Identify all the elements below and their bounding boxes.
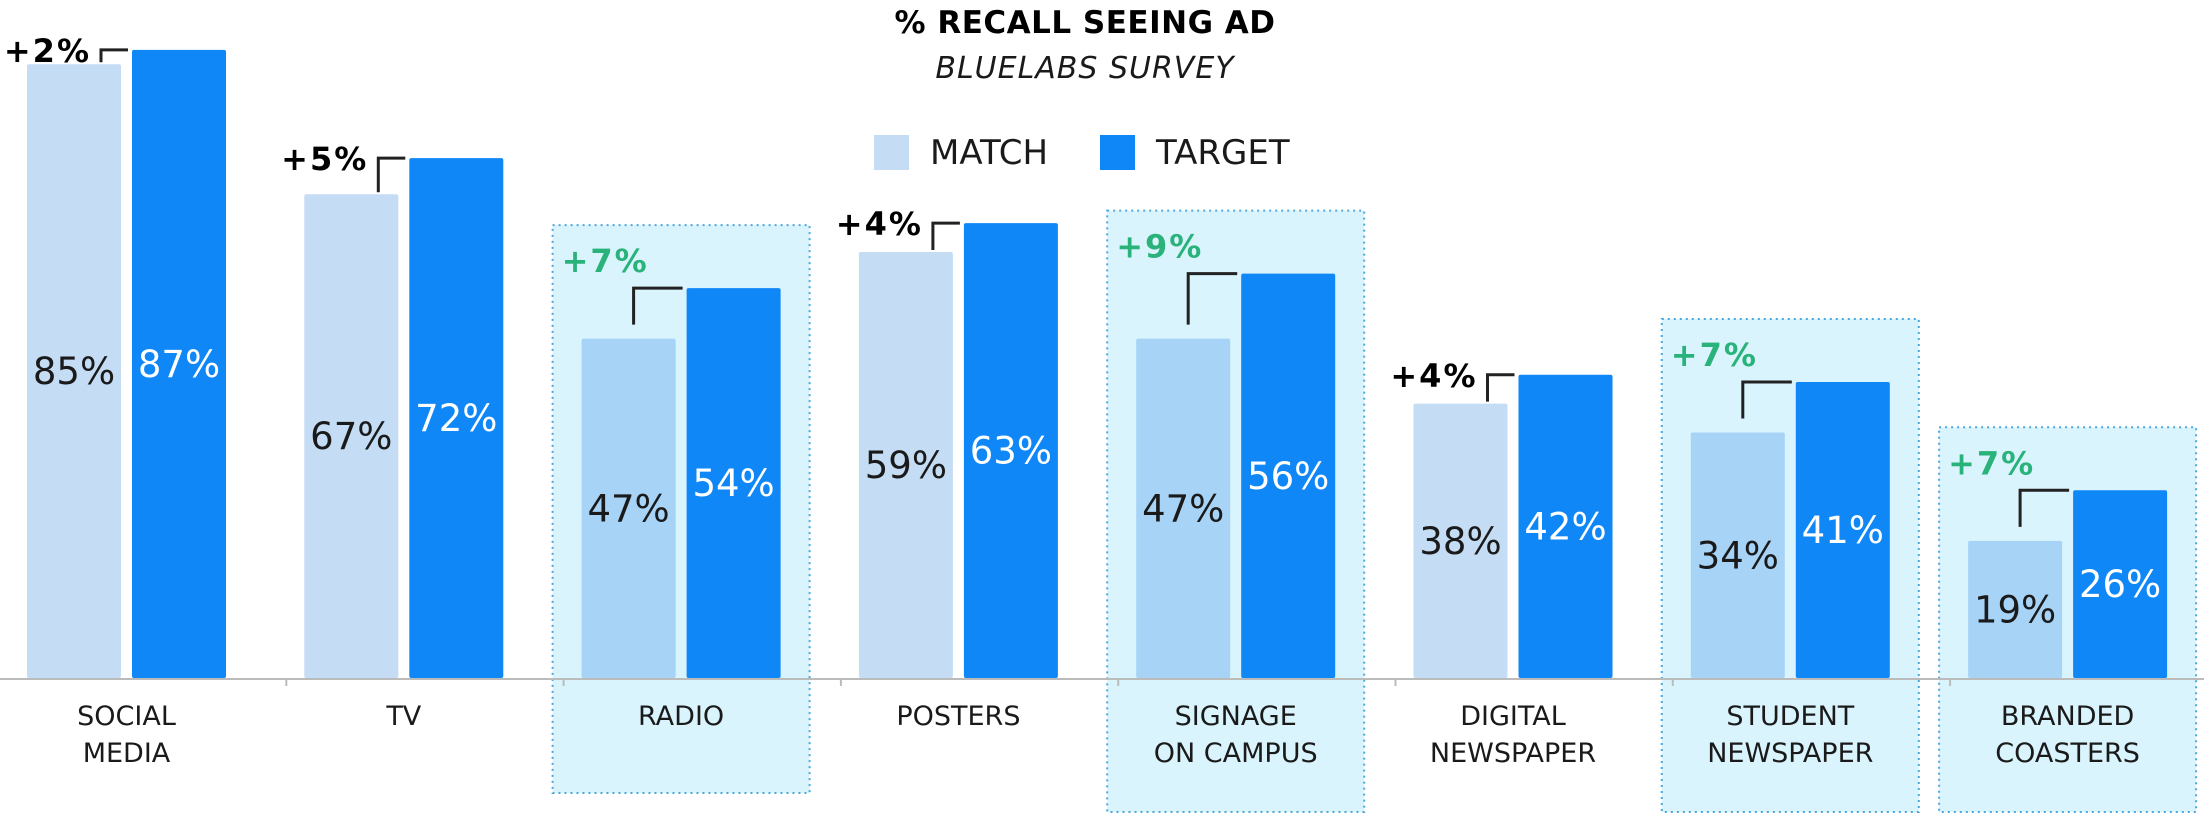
category-label: SIGNAGE ON CAMPUS xyxy=(1154,701,1318,769)
bar-match xyxy=(27,64,121,679)
value-label-match: 19% xyxy=(1974,588,2056,631)
legend-swatch-match xyxy=(874,135,909,170)
category-label: SOCIAL MEDIA xyxy=(77,701,176,769)
difference-connector xyxy=(376,156,406,193)
chart-subtitle: BLUELABS SURVEY xyxy=(935,51,1236,86)
category-label-line: SOCIAL xyxy=(77,701,176,732)
bar-match xyxy=(1413,403,1508,678)
bar-target xyxy=(1518,374,1613,678)
category-label-line: BRANDED xyxy=(2001,701,2135,732)
bar-match xyxy=(304,194,399,678)
value-label-target: 56% xyxy=(1247,455,1329,498)
category-label-line: STUDENT xyxy=(1726,701,1854,732)
difference-label: +7% xyxy=(562,242,649,280)
difference-label: +5% xyxy=(281,140,368,178)
bar-match xyxy=(858,252,953,678)
value-label-target: 63% xyxy=(970,430,1052,473)
difference-connector xyxy=(931,221,960,251)
bar-match xyxy=(1136,338,1231,678)
bar-target xyxy=(2073,490,2168,678)
bar-match xyxy=(1968,540,2063,678)
value-label-match: 59% xyxy=(865,444,947,487)
value-label-target: 87% xyxy=(138,343,220,386)
difference-label: +7% xyxy=(1948,444,2035,482)
legend-label-target: TARGET xyxy=(1155,133,1290,173)
value-label-match: 67% xyxy=(310,415,392,458)
category-label-line: COASTERS xyxy=(1995,738,2140,769)
bar-target xyxy=(1241,273,1336,678)
value-label-target: 41% xyxy=(1802,509,1884,552)
label-layer: 85% 87% +2% SOCIAL MEDIA 67% 72% +5% TV 47% 54% +7%… xyxy=(4,32,2161,769)
difference-label: +2% xyxy=(4,32,91,70)
value-label-match: 34% xyxy=(1697,534,1779,577)
difference-connector xyxy=(1186,272,1238,325)
bar-target xyxy=(686,288,781,678)
value-label-target: 54% xyxy=(692,462,774,505)
value-label-target: 72% xyxy=(415,397,497,440)
legend: MATCH TARGET xyxy=(874,133,1290,173)
category-label-line: DIGITAL xyxy=(1460,701,1566,732)
category-label-line: MEDIA xyxy=(83,738,171,769)
difference-connector xyxy=(2018,488,2070,527)
value-label-target: 26% xyxy=(2079,563,2161,606)
difference-connector xyxy=(99,48,128,63)
category-label: BRANDED COASTERS xyxy=(1995,701,2140,769)
highlight-layer xyxy=(551,209,2198,813)
category-label-line: TV xyxy=(385,701,421,732)
category-label-line: NEWSPAPER xyxy=(1707,738,1873,769)
value-label-target: 42% xyxy=(1524,505,1606,548)
difference-connector xyxy=(1486,373,1515,402)
category-label-line: NEWSPAPER xyxy=(1430,738,1596,769)
category-label: POSTERS xyxy=(896,701,1020,732)
difference-label: +7% xyxy=(1671,336,1758,374)
category-label-line: SIGNAGE xyxy=(1175,701,1297,732)
difference-label: +4% xyxy=(1390,357,1477,395)
category-label-line: ON CAMPUS xyxy=(1154,738,1318,769)
bar-target xyxy=(132,49,226,679)
legend-label-match: MATCH xyxy=(930,133,1048,173)
chart-title: % RECALL SEEING AD xyxy=(894,5,1275,41)
axis-layer xyxy=(0,678,2204,686)
category-label: DIGITAL NEWSPAPER xyxy=(1430,701,1596,769)
category-label-line: RADIO xyxy=(638,701,724,732)
bar-match xyxy=(581,338,676,678)
legend-swatch-target xyxy=(1100,135,1135,170)
category-label: RADIO xyxy=(638,701,724,732)
bar-target xyxy=(963,223,1058,678)
difference-label: +9% xyxy=(1116,228,1203,266)
bar-target xyxy=(409,158,504,678)
value-label-match: 47% xyxy=(587,487,669,530)
value-label-match: 38% xyxy=(1419,520,1501,563)
difference-label: +4% xyxy=(836,205,923,243)
category-label: STUDENT NEWSPAPER xyxy=(1707,701,1873,769)
bar-match xyxy=(1690,432,1785,678)
difference-connector xyxy=(632,286,683,325)
difference-connector xyxy=(1741,380,1792,419)
bar-layer xyxy=(27,49,2168,679)
value-label-match: 85% xyxy=(33,350,115,393)
category-label: TV xyxy=(385,701,421,732)
category-label-line: POSTERS xyxy=(896,701,1020,732)
value-label-match: 47% xyxy=(1142,487,1224,530)
bar-target xyxy=(1795,381,1890,678)
